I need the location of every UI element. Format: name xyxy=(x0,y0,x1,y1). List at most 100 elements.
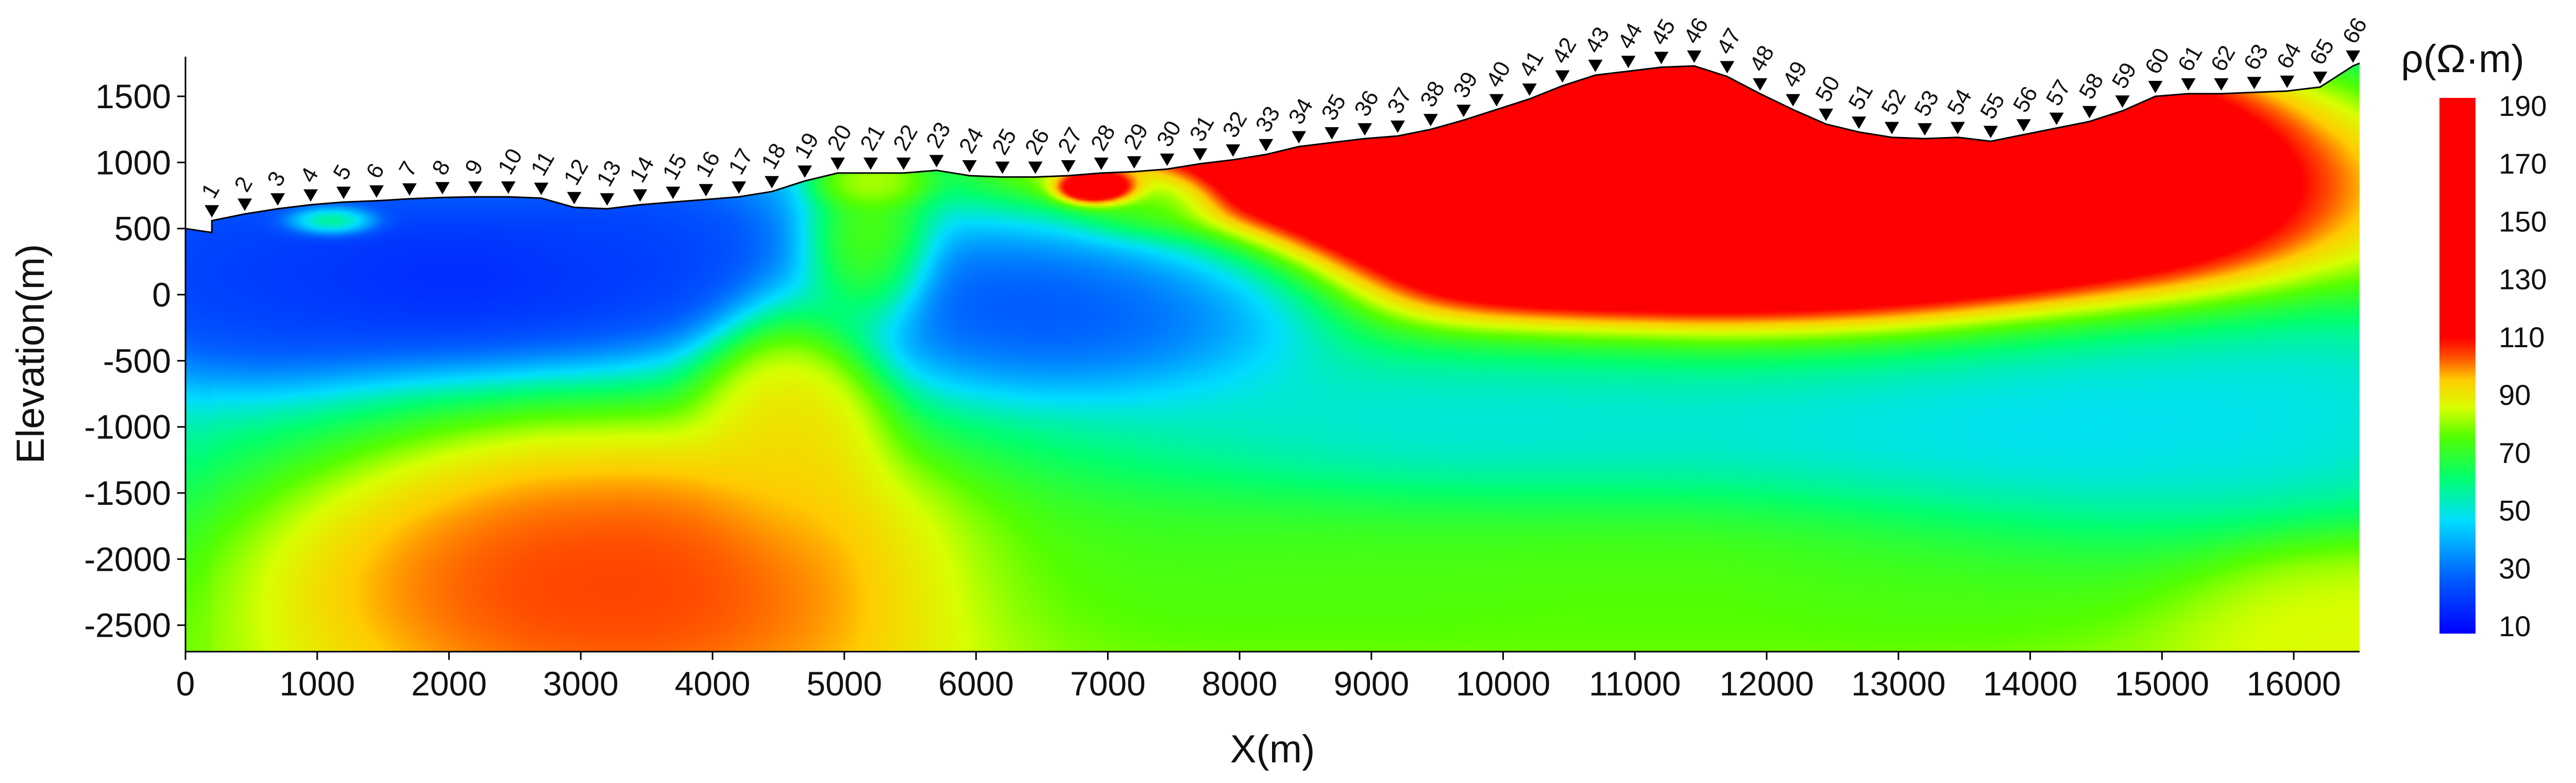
station-label: 66 xyxy=(2337,13,2372,48)
station-label: 52 xyxy=(1876,85,1911,120)
station-label: 59 xyxy=(2107,58,2142,93)
station-marker xyxy=(1687,50,1702,63)
y-tick-label: -1000 xyxy=(84,408,171,446)
x-tick-label: 7000 xyxy=(1070,665,1146,703)
station-label: 43 xyxy=(1580,23,1615,57)
station-marker xyxy=(831,157,845,170)
station-marker xyxy=(1753,78,1768,91)
station-label: 23 xyxy=(921,118,956,152)
station-label: 13 xyxy=(592,156,626,191)
station-marker xyxy=(2280,75,2295,88)
axes xyxy=(184,57,2360,653)
station-label: 47 xyxy=(1712,24,1747,59)
colorbar: ρ(Ω·m) 190 170 150 130 110 90 70 50 30 10 xyxy=(2401,37,2547,642)
station-marker xyxy=(336,186,351,199)
station-label: 41 xyxy=(1514,46,1549,81)
colorbar-title: ρ(Ω·m) xyxy=(2401,37,2524,81)
colorbar-tick-label: 190 xyxy=(2499,90,2547,122)
station-label: 40 xyxy=(1481,57,1516,92)
station-marker xyxy=(1193,148,1208,161)
station-marker xyxy=(369,185,384,198)
y-tick-labels: 1500 1000 500 0 -500 -1000 -1500 -2000 -2500 xyxy=(84,77,185,644)
colorbar-tick-label: 170 xyxy=(2499,147,2547,180)
station-marker xyxy=(2214,78,2229,91)
station-marker xyxy=(1522,83,1537,96)
station-marker xyxy=(1292,131,1307,144)
station-marker xyxy=(1983,126,1998,139)
station-marker xyxy=(2016,119,2031,132)
station-label: 15 xyxy=(658,149,692,184)
x-tick-label: 12000 xyxy=(1719,665,1814,703)
station-marker xyxy=(1918,123,1932,136)
station-label: 65 xyxy=(2304,35,2339,69)
colorbar-tick-label: 30 xyxy=(2499,552,2531,585)
station-marker xyxy=(435,182,450,195)
station-label: 46 xyxy=(1679,13,1714,48)
y-tick-label: -500 xyxy=(103,342,171,380)
station-marker xyxy=(1588,59,1603,72)
x-tick-label: 14000 xyxy=(1983,665,2078,703)
station-marker xyxy=(1028,161,1043,174)
station-marker xyxy=(1423,114,1438,127)
station-label: 45 xyxy=(1646,15,1681,49)
station-marker xyxy=(270,193,285,206)
station-label: 39 xyxy=(1448,67,1483,102)
station-label: 33 xyxy=(1250,102,1285,137)
station-label: 35 xyxy=(1316,90,1351,125)
station-marker xyxy=(666,186,681,199)
station-marker xyxy=(896,157,911,170)
station-label: 36 xyxy=(1349,86,1384,121)
station-label: 30 xyxy=(1152,116,1187,151)
station-marker xyxy=(1061,160,1076,173)
station-marker xyxy=(2247,77,2262,90)
station-label: 54 xyxy=(1942,85,1977,120)
station-label: 26 xyxy=(1020,125,1055,159)
colorbar-tick-label: 50 xyxy=(2499,495,2531,527)
station-label: 48 xyxy=(1745,41,1780,76)
station-marker xyxy=(1720,61,1735,74)
station-marker xyxy=(1621,56,1636,69)
colorbar-tick-label: 150 xyxy=(2499,205,2547,237)
station-marker xyxy=(765,176,779,189)
station-label: 6 xyxy=(361,159,389,183)
station-marker xyxy=(1259,139,1274,151)
station-label: 28 xyxy=(1086,121,1121,155)
station-label: 14 xyxy=(625,152,659,187)
station-marker xyxy=(1852,116,1867,129)
colorbar-tick-labels: 190 170 150 130 110 90 70 50 30 10 xyxy=(2499,90,2547,642)
station-marker xyxy=(1456,105,1471,117)
station-label: 62 xyxy=(2206,41,2241,76)
station-marker xyxy=(1390,121,1405,133)
station-label: 12 xyxy=(559,155,594,190)
station-marker xyxy=(798,165,812,178)
x-tick-label: 16000 xyxy=(2246,665,2341,703)
x-tick-label: 4000 xyxy=(675,665,751,703)
station-label: 7 xyxy=(394,157,422,181)
station-marker xyxy=(2082,106,2097,118)
station-label: 60 xyxy=(2140,44,2175,78)
station-marker xyxy=(402,183,417,196)
station-label: 1 xyxy=(196,179,225,203)
station-marker xyxy=(2181,78,2196,91)
station-label: 32 xyxy=(1217,107,1252,142)
station-label: 21 xyxy=(855,121,890,155)
colorbar-tick-label: 90 xyxy=(2499,379,2531,411)
station-marker xyxy=(929,155,944,167)
station-label: 58 xyxy=(2074,69,2109,104)
station-marker xyxy=(1160,154,1175,166)
resistivity-heatmap xyxy=(185,63,2360,652)
station-label: 9 xyxy=(460,155,488,179)
station-marker xyxy=(2148,81,2163,93)
station-label: 3 xyxy=(262,167,291,191)
x-tick-label: 8000 xyxy=(1202,665,1278,703)
station-marker xyxy=(303,189,318,202)
station-marker xyxy=(2313,72,2328,84)
station-label: 34 xyxy=(1283,94,1318,129)
station-label: 25 xyxy=(987,125,1022,159)
station-marker xyxy=(633,189,648,202)
station-label: 11 xyxy=(526,147,560,180)
heatmap-raster xyxy=(185,63,2360,652)
station-label: 37 xyxy=(1382,83,1417,118)
station-label: 31 xyxy=(1185,111,1219,146)
